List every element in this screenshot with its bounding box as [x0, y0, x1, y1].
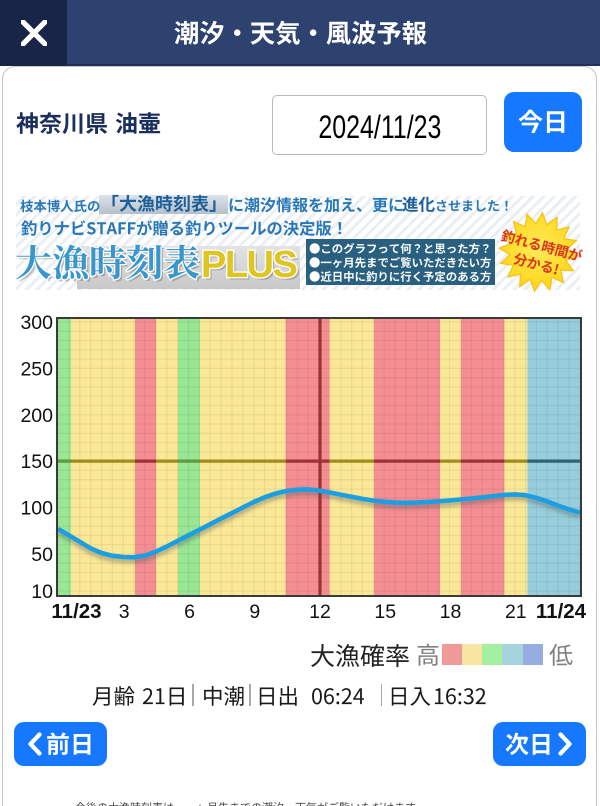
svg-text:21: 21 [505, 601, 527, 623]
svg-text:150: 150 [20, 451, 53, 473]
svg-text:9: 9 [249, 601, 260, 623]
svg-text:50: 50 [31, 544, 53, 566]
svg-text:11/24: 11/24 [536, 600, 587, 623]
svg-text:200: 200 [20, 405, 53, 427]
svg-text:100: 100 [20, 498, 53, 520]
svg-text:10: 10 [31, 581, 53, 603]
svg-text:3: 3 [119, 601, 130, 623]
svg-text:18: 18 [440, 601, 462, 623]
svg-text:12: 12 [309, 601, 331, 623]
svg-text:6: 6 [184, 601, 195, 623]
svg-text:300: 300 [20, 312, 53, 334]
svg-text:11/23: 11/23 [51, 600, 101, 623]
svg-text:250: 250 [20, 358, 53, 380]
svg-text:15: 15 [374, 601, 396, 623]
